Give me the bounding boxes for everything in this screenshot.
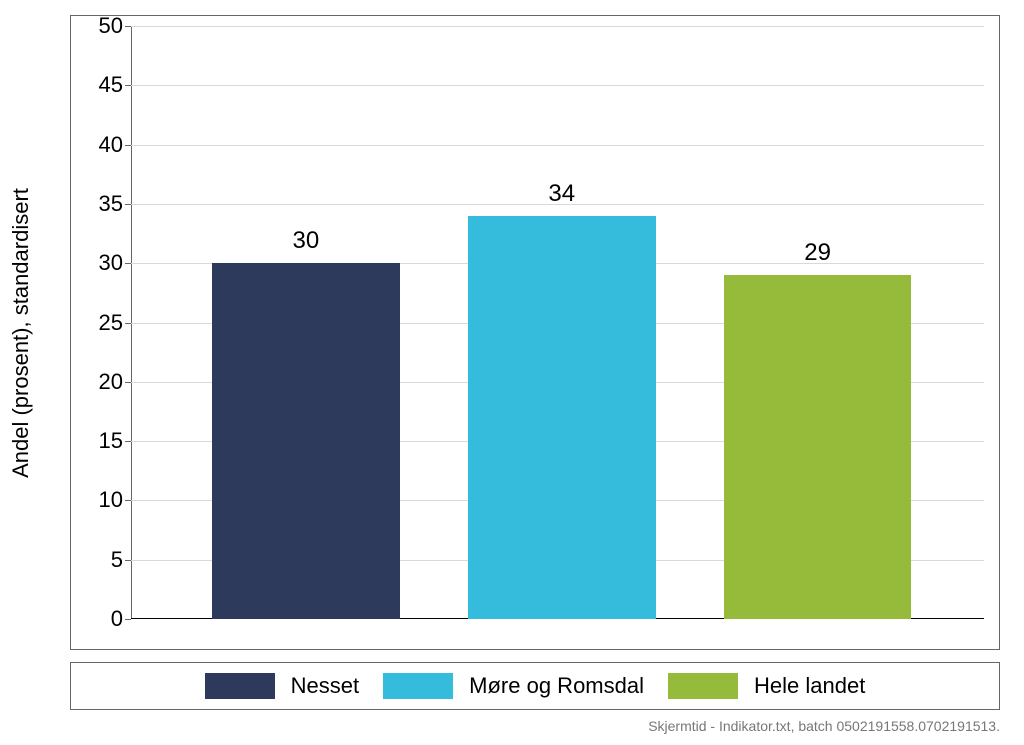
y-tick-label: 35 bbox=[99, 191, 123, 217]
y-tick-mark bbox=[125, 441, 131, 442]
y-tick-mark bbox=[125, 204, 131, 205]
y-tick-label: 40 bbox=[99, 132, 123, 158]
bar-value-label: 29 bbox=[804, 239, 831, 267]
y-tick-label: 15 bbox=[99, 428, 123, 454]
bar-hele-landet: 29 bbox=[724, 275, 912, 619]
bar-nesset: 30 bbox=[212, 263, 400, 619]
y-tick-label: 0 bbox=[111, 606, 123, 632]
legend-swatch bbox=[668, 673, 738, 699]
bar-value-label: 30 bbox=[293, 227, 320, 255]
y-tick-mark bbox=[125, 323, 131, 324]
footer-note: Skjermtid - Indikator.txt, batch 0502191… bbox=[648, 718, 1000, 734]
y-tick-label: 50 bbox=[99, 13, 123, 39]
y-tick-label: 10 bbox=[99, 487, 123, 513]
y-axis-label: Andel (prosent), standardisert bbox=[8, 188, 34, 478]
legend-swatch bbox=[205, 673, 275, 699]
y-tick-label: 25 bbox=[99, 310, 123, 336]
legend: Nesset Møre og Romsdal Hele landet bbox=[70, 662, 1000, 710]
chart-container: Andel (prosent), standardisert 051015202… bbox=[0, 0, 1024, 745]
legend-item: Nesset bbox=[205, 673, 359, 699]
y-tick-mark bbox=[125, 560, 131, 561]
y-tick-mark bbox=[125, 619, 131, 620]
legend-label: Møre og Romsdal bbox=[469, 673, 644, 699]
plot-area: 05101520253035404550303429 bbox=[131, 26, 984, 619]
y-tick-mark bbox=[125, 26, 131, 27]
y-tick-mark bbox=[125, 85, 131, 86]
grid-line bbox=[131, 145, 984, 146]
grid-line bbox=[131, 26, 984, 27]
plot-frame: 05101520253035404550303429 bbox=[70, 15, 1000, 650]
y-axis-label-wrap: Andel (prosent), standardisert bbox=[8, 15, 34, 650]
y-tick-mark bbox=[125, 145, 131, 146]
legend-label: Nesset bbox=[291, 673, 359, 699]
legend-item: Møre og Romsdal bbox=[383, 673, 644, 699]
y-tick-label: 45 bbox=[99, 72, 123, 98]
grid-line bbox=[131, 85, 984, 86]
y-tick-label: 5 bbox=[111, 547, 123, 573]
y-tick-label: 20 bbox=[99, 369, 123, 395]
bar-value-label: 34 bbox=[548, 180, 575, 208]
y-tick-mark bbox=[125, 500, 131, 501]
y-tick-mark bbox=[125, 263, 131, 264]
bar-møre-og-romsdal: 34 bbox=[468, 216, 656, 619]
legend-item: Hele landet bbox=[668, 673, 865, 699]
y-tick-label: 30 bbox=[99, 250, 123, 276]
legend-swatch bbox=[383, 673, 453, 699]
y-tick-mark bbox=[125, 382, 131, 383]
legend-label: Hele landet bbox=[754, 673, 865, 699]
